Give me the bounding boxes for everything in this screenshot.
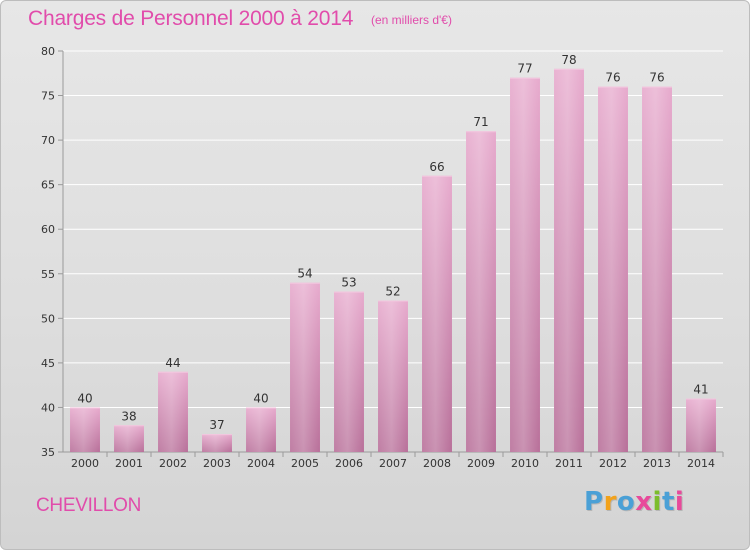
bar-shine (202, 434, 232, 452)
x-tick-label: 2000 (71, 457, 99, 470)
y-tick-label: 50 (41, 312, 55, 325)
logo-letter: t (661, 487, 675, 517)
data-label: 78 (561, 53, 576, 67)
bar-shine (378, 300, 408, 452)
bar-shine (70, 407, 100, 452)
chart-title: Charges de Personnel 2000 à 2014 (28, 7, 354, 30)
x-tick-label: 2004 (247, 457, 275, 470)
data-label: 40 (253, 391, 268, 405)
y-tick-label: 60 (41, 223, 55, 236)
x-tick-label: 2012 (599, 457, 627, 470)
x-tick-label: 2010 (511, 457, 539, 470)
data-label: 38 (121, 409, 136, 423)
bar-shine (422, 175, 452, 452)
data-label: 66 (429, 160, 444, 174)
data-label: 44 (165, 356, 180, 370)
x-tick-label: 2007 (379, 457, 407, 470)
data-label: 76 (649, 71, 664, 85)
x-tick-label: 2002 (159, 457, 187, 470)
logo-letter: o (616, 487, 636, 517)
bar-shine (686, 398, 716, 452)
x-tick-label: 2003 (203, 457, 231, 470)
x-tick-label: 2006 (335, 457, 363, 470)
x-tick-label: 2009 (467, 457, 495, 470)
y-tick-label: 70 (41, 134, 55, 147)
data-label: 37 (209, 418, 224, 432)
y-tick-label: 80 (41, 45, 55, 58)
data-label: 52 (385, 285, 400, 299)
chart-subtitle: (en milliers d'€) (371, 13, 452, 27)
logo-letter: r (603, 487, 617, 517)
x-tick-label: 2014 (687, 457, 715, 470)
logo-letter: i (674, 487, 685, 517)
y-tick-label: 65 (41, 179, 55, 192)
proxiti-logo: Proxiti (584, 487, 684, 517)
y-tick-label: 75 (41, 90, 55, 103)
bar-shine (290, 282, 320, 452)
bar-shine (114, 425, 144, 452)
bar-shine (642, 86, 672, 453)
bar-shine (246, 407, 276, 452)
x-tick-label: 2005 (291, 457, 319, 470)
bar-shine (466, 131, 496, 452)
y-tick-label: 55 (41, 268, 55, 281)
x-tick-label: 2013 (643, 457, 671, 470)
data-label: 71 (473, 115, 488, 129)
data-label: 76 (605, 71, 620, 85)
y-tick-label: 40 (41, 401, 55, 414)
data-label: 53 (341, 276, 356, 290)
bar-shine (158, 371, 188, 452)
logo-letter: i (652, 487, 662, 517)
city-name: CHEVILLON (36, 495, 142, 516)
x-tick-label: 2001 (115, 457, 143, 470)
logo-letter: P (584, 487, 604, 517)
logo-letter: x (635, 487, 653, 517)
data-label: 40 (77, 391, 92, 405)
bar-shine (554, 68, 584, 453)
x-tick-label: 2011 (555, 457, 583, 470)
y-tick-label: 35 (41, 446, 55, 459)
data-label: 54 (297, 267, 312, 281)
bar-shine (598, 86, 628, 453)
bar-shine (334, 291, 364, 452)
data-label: 41 (693, 383, 708, 397)
y-tick-label: 45 (41, 357, 55, 370)
bar-shine (510, 77, 540, 452)
x-tick-label: 2008 (423, 457, 451, 470)
data-label: 77 (517, 62, 532, 76)
